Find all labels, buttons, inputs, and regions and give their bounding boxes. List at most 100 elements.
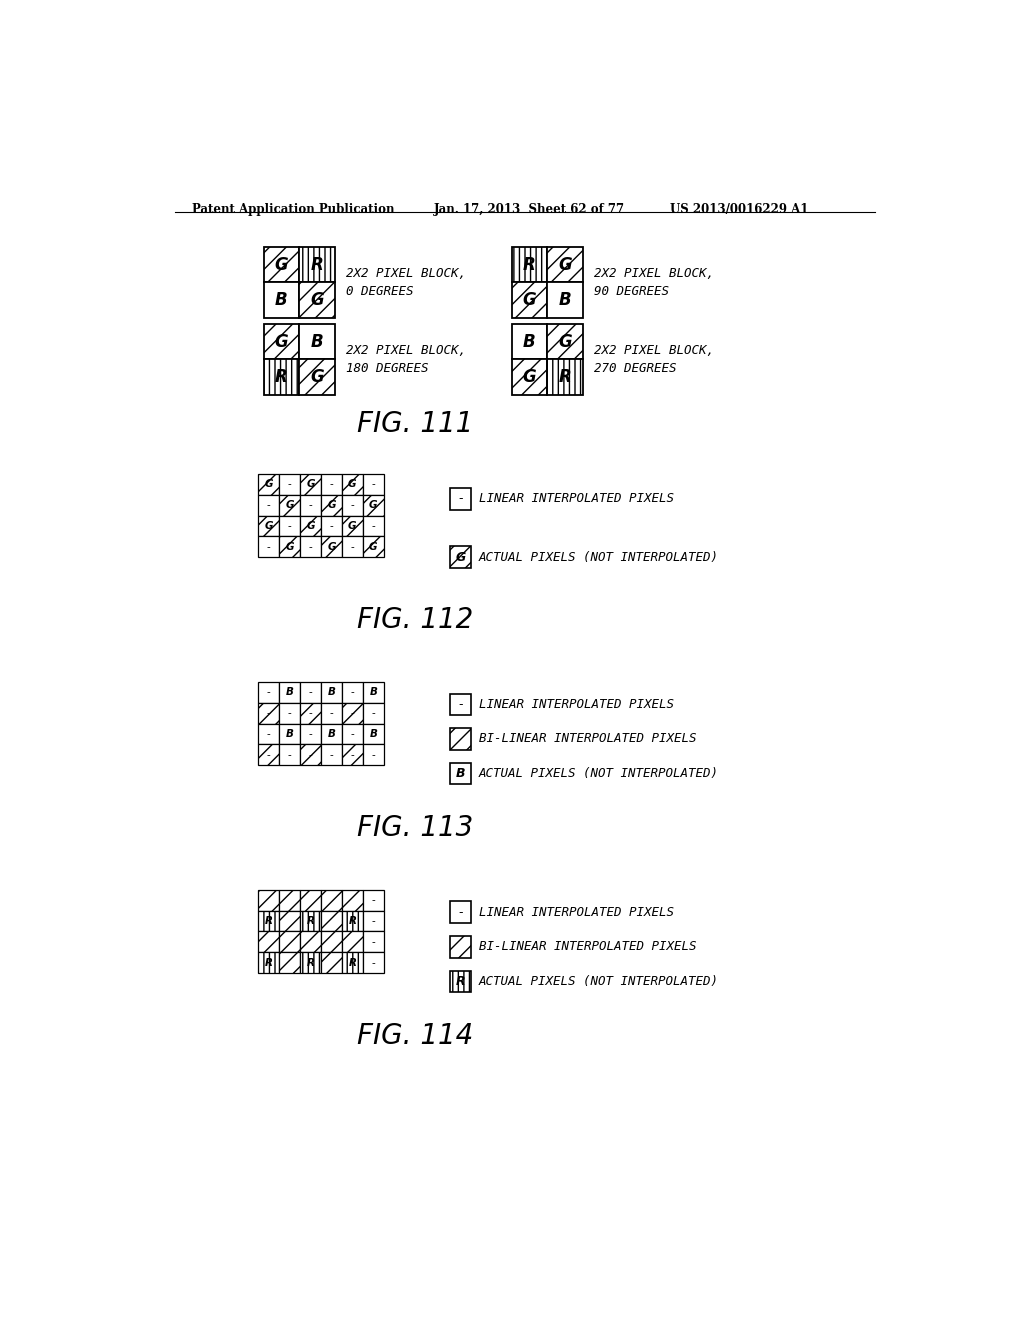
Bar [263, 359, 299, 395]
Bar [450, 936, 471, 958]
Bar [362, 744, 384, 766]
Text: Patent Application Publication: Patent Application Publication [191, 203, 394, 216]
Text: -: - [372, 895, 375, 906]
Text: G: G [274, 256, 289, 273]
Bar [321, 744, 342, 766]
Bar [362, 890, 384, 911]
Text: -: - [350, 709, 354, 718]
Bar [362, 911, 384, 932]
Bar [280, 682, 300, 702]
Bar [450, 763, 471, 784]
Text: 0 DEGREES: 0 DEGREES [346, 285, 414, 298]
Text: ACTUAL PIXELS (NOT INTERPOLATED): ACTUAL PIXELS (NOT INTERPOLATED) [479, 550, 719, 564]
Text: B: B [286, 688, 294, 697]
Text: G: G [348, 479, 356, 490]
Text: R: R [306, 916, 314, 927]
Text: FIG. 112: FIG. 112 [356, 606, 473, 635]
Text: G: G [274, 333, 289, 351]
Text: R: R [264, 958, 272, 968]
Text: G: G [310, 292, 324, 309]
Bar [321, 474, 342, 495]
Text: G: G [328, 543, 336, 552]
Text: -: - [372, 479, 375, 490]
Bar [280, 744, 300, 766]
Bar [258, 744, 280, 766]
Bar [512, 359, 547, 395]
Bar [342, 536, 362, 557]
Bar [342, 702, 362, 723]
Text: R: R [310, 256, 324, 273]
Text: -: - [372, 937, 375, 946]
Bar [342, 932, 362, 952]
Bar [321, 890, 342, 911]
Bar [258, 952, 280, 973]
Text: ACTUAL PIXELS (NOT INTERPOLATED): ACTUAL PIXELS (NOT INTERPOLATED) [479, 975, 719, 989]
Text: G: G [264, 521, 273, 531]
Text: LINEAR INTERPOLATED PIXELS: LINEAR INTERPOLATED PIXELS [479, 492, 674, 506]
Bar [299, 359, 335, 395]
Bar [547, 359, 583, 395]
Bar [300, 516, 321, 536]
Bar [263, 247, 299, 282]
Text: G: G [306, 479, 314, 490]
Text: -: - [288, 750, 292, 760]
Text: G: G [369, 543, 378, 552]
Text: -: - [308, 543, 312, 552]
Text: B: B [275, 292, 288, 309]
Bar [258, 682, 280, 702]
Text: -: - [267, 729, 270, 739]
Bar [342, 911, 362, 932]
Bar [512, 282, 547, 318]
Bar [258, 932, 280, 952]
Text: 180 DEGREES: 180 DEGREES [346, 362, 428, 375]
Bar [300, 911, 321, 932]
Bar [280, 474, 300, 495]
Bar [300, 474, 321, 495]
Bar [362, 702, 384, 723]
Text: G: G [558, 333, 572, 351]
Bar [321, 495, 342, 516]
Text: -: - [267, 500, 270, 511]
Text: R: R [264, 916, 272, 927]
Text: BI-LINEAR INTERPOLATED PIXELS: BI-LINEAR INTERPOLATED PIXELS [479, 940, 696, 953]
Bar [280, 911, 300, 932]
Bar [263, 282, 299, 318]
Bar [321, 702, 342, 723]
Text: -: - [330, 521, 334, 531]
Bar [450, 729, 471, 750]
Text: US 2013/0016229 A1: US 2013/0016229 A1 [671, 203, 809, 216]
Text: G: G [558, 256, 572, 273]
Text: -: - [372, 916, 375, 927]
Bar [258, 495, 280, 516]
Bar [362, 952, 384, 973]
Bar [263, 323, 299, 359]
Bar [321, 952, 342, 973]
Bar [450, 488, 471, 510]
Bar [321, 911, 342, 932]
Bar [258, 536, 280, 557]
Bar [342, 495, 362, 516]
Bar [258, 702, 280, 723]
Text: Jan. 17, 2013  Sheet 62 of 77: Jan. 17, 2013 Sheet 62 of 77 [434, 203, 626, 216]
Text: G: G [310, 368, 324, 385]
Bar [342, 744, 362, 766]
Text: G: G [328, 500, 336, 511]
Bar [362, 723, 384, 744]
Text: B: B [370, 729, 377, 739]
Bar [299, 282, 335, 318]
Bar [258, 474, 280, 495]
Bar [258, 516, 280, 536]
Text: -: - [267, 750, 270, 760]
Text: -: - [267, 709, 270, 718]
Bar [450, 970, 471, 993]
Text: G: G [286, 500, 294, 511]
Bar [280, 702, 300, 723]
Bar [362, 516, 384, 536]
Text: 2X2 PIXEL BLOCK,: 2X2 PIXEL BLOCK, [594, 345, 714, 356]
Text: B: B [523, 333, 536, 351]
Text: -: - [288, 521, 292, 531]
Text: G: G [348, 521, 356, 531]
Bar [258, 911, 280, 932]
Text: R: R [306, 958, 314, 968]
Text: 270 DEGREES: 270 DEGREES [594, 362, 676, 375]
